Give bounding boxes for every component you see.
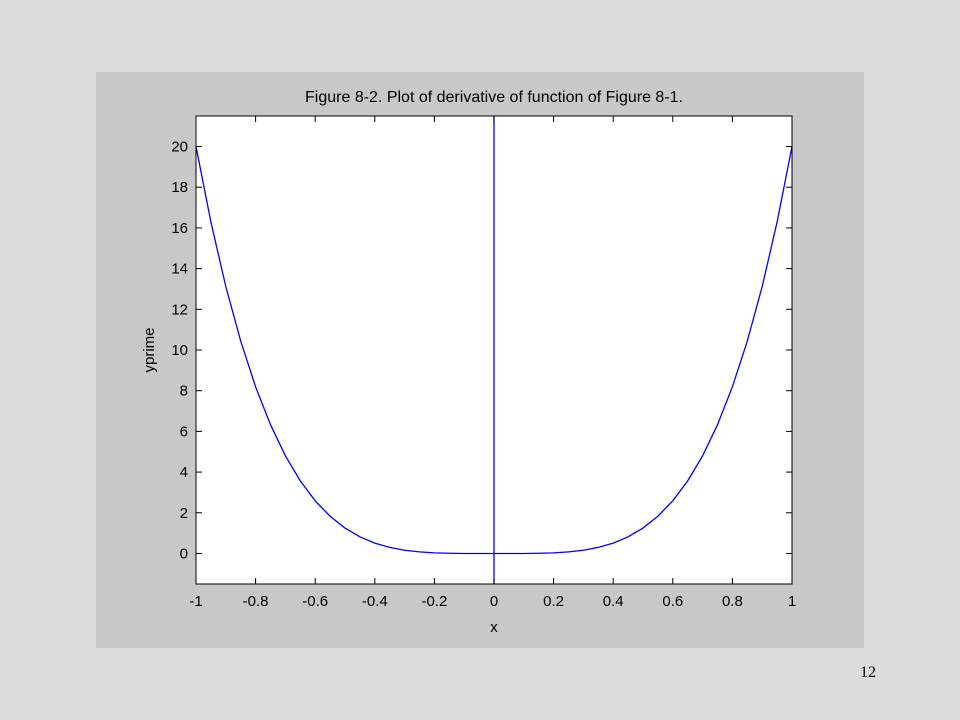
x-tick-label: -0.8 [243,593,269,610]
figure-window: Figure 8-2. Plot of derivative of functi… [96,72,864,648]
slide-number: 12 [860,664,876,681]
x-tick-label: 1 [788,593,796,610]
x-tick-label: 0.8 [722,593,743,610]
x-tick-label: 0 [490,593,498,610]
x-tick-label: -0.4 [362,593,388,610]
x-tick-label: -0.6 [302,593,328,610]
x-tick-label: 0.6 [662,593,683,610]
x-tick-label: 0.2 [543,593,564,610]
y-tick-label: 0 [180,545,188,562]
y-tick-label: 18 [171,179,188,196]
y-tick-label: 8 [180,383,188,400]
y-tick-label: 16 [171,220,188,237]
y-tick-label: 20 [171,139,188,156]
y-tick-label: 4 [180,464,188,481]
y-tick-label: 10 [171,342,188,359]
y-tick-label: 14 [171,261,188,278]
x-axis-label: x [490,619,498,636]
chart: Figure 8-2. Plot of derivative of functi… [141,89,796,636]
chart-title: Figure 8-2. Plot of derivative of functi… [305,89,683,106]
x-tick-label: -0.2 [421,593,447,610]
y-tick-label: 2 [180,505,188,522]
y-axis-label: yprime [141,327,158,372]
y-tick-label: 12 [171,301,188,318]
x-tick-label: -1 [189,593,202,610]
x-tick-label: 0.4 [603,593,624,610]
y-tick-label: 6 [180,423,188,440]
